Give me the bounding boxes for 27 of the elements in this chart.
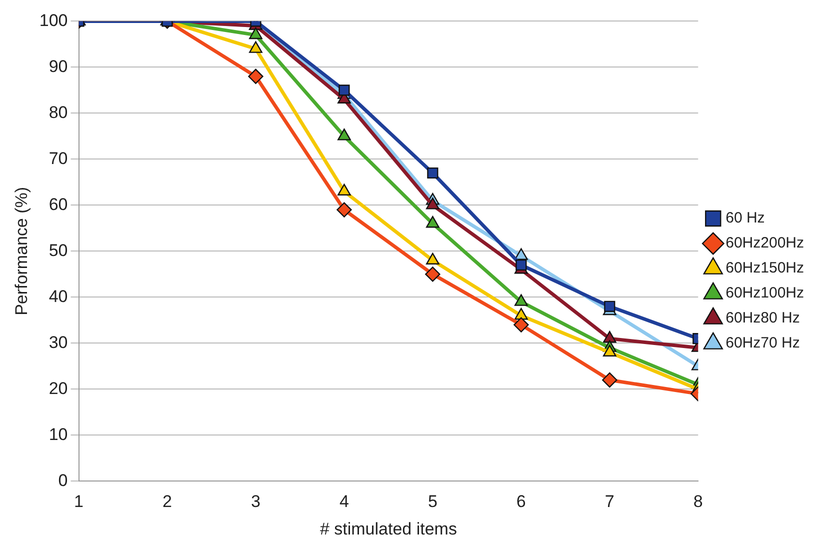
y-tick-label: 0	[58, 470, 68, 490]
x-axis-title: # stimulated items	[320, 519, 457, 538]
y-tick-label: 80	[48, 102, 68, 122]
y-tick-label: 60	[48, 194, 68, 214]
y-tick-label: 50	[48, 240, 68, 260]
legend-label: 60Hz80 Hz	[726, 310, 800, 327]
y-tick-label: 70	[48, 148, 68, 168]
y-axis-title: Performance (%)	[12, 186, 31, 316]
x-tick-label: 4	[339, 492, 349, 512]
x-tick-label: 3	[250, 492, 260, 512]
x-tick-label: 2	[162, 492, 172, 512]
legend-label: 60Hz200Hz	[726, 234, 804, 252]
x-tick-label: 8	[693, 492, 703, 512]
x-tick-label: 1	[74, 492, 84, 512]
y-tick-label: 40	[48, 286, 68, 306]
x-tick-label: 5	[428, 492, 438, 512]
legend-label: 60Hz100Hz	[726, 284, 804, 302]
x-tick-label: 6	[516, 492, 526, 512]
x-tick-label: 7	[604, 492, 614, 512]
legend-label: 60Hz150Hz	[726, 260, 804, 277]
legend-label: 60 Hz	[726, 210, 765, 227]
y-tick-label: 90	[48, 56, 68, 76]
y-tick-label: 10	[48, 424, 68, 444]
y-tick-label: 30	[48, 332, 68, 352]
y-tick-label: 100	[39, 10, 68, 30]
legend-label: 60Hz70 Hz	[726, 334, 800, 352]
y-tick-label: 20	[48, 378, 68, 398]
